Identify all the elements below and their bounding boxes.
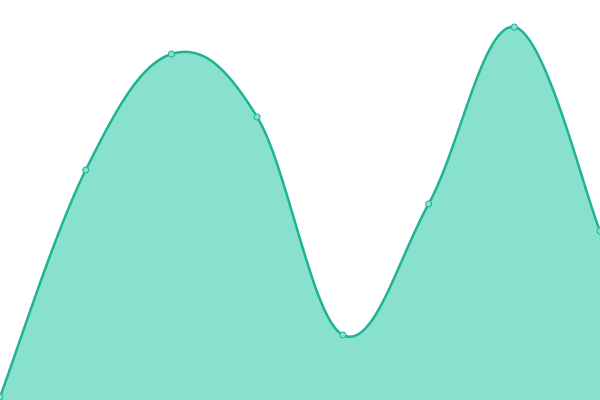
data-point (82, 166, 90, 174)
data-point (339, 331, 347, 339)
area-fill (0, 26, 600, 400)
data-point (510, 23, 518, 31)
data-point (253, 113, 261, 121)
data-point (425, 200, 433, 208)
data-point (0, 393, 4, 400)
data-point (596, 227, 600, 235)
data-point (167, 50, 175, 58)
